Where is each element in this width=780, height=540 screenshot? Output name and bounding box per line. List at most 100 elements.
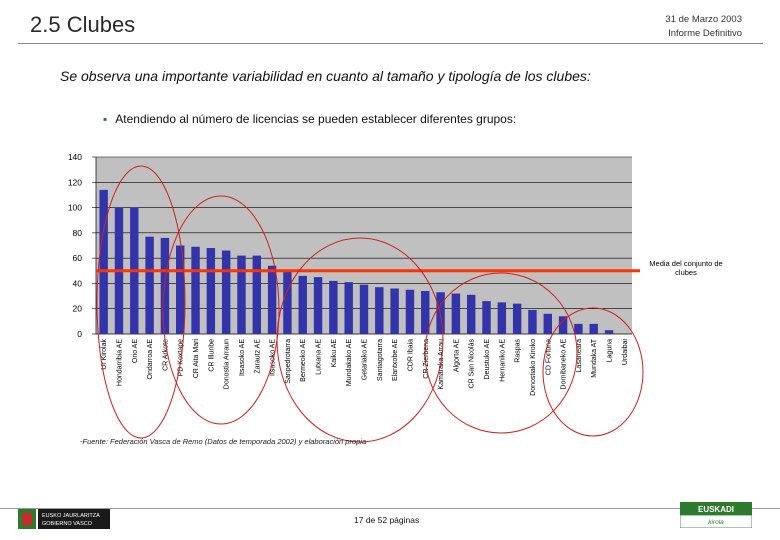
x-tick-label: Bermeoko AE	[300, 339, 307, 382]
bullet-text: Atendiendo al número de licencias se pue…	[115, 112, 517, 126]
x-tick-label: CDR Ibaia	[407, 339, 414, 371]
header-date: 31 de Marzo 2003	[665, 14, 742, 25]
x-tick-label: Getariako AE	[362, 339, 369, 381]
y-tick-label: 60	[73, 253, 83, 263]
bar	[466, 294, 476, 334]
x-tick-label: CR Arkote	[162, 339, 169, 371]
x-tick-label: Raspas	[515, 339, 522, 363]
header-date-block: 31 de Marzo 2003 Informe Definitivo	[665, 13, 742, 41]
bar	[359, 284, 369, 334]
bar	[237, 255, 246, 334]
x-tick-label: Orio AE	[132, 339, 139, 363]
x-tick-label: CD Fortuna	[545, 339, 552, 375]
bar	[375, 287, 384, 334]
y-tick-label: 80	[73, 228, 83, 238]
bar	[482, 301, 491, 334]
bullet-icon: ▪	[103, 112, 108, 126]
group-ellipse	[96, 165, 186, 439]
x-tick-label: Kaiku AE	[331, 339, 338, 368]
bar	[604, 330, 614, 334]
x-tick-label: Mundakako AE	[346, 339, 353, 386]
x-tick-label: Deustuko AE	[484, 339, 491, 380]
x-tick-label: Hondarribia AE	[116, 339, 123, 386]
x-tick-label: Mundaka AT	[591, 338, 598, 378]
logo-euskadi-text: EUSKADI	[698, 505, 734, 514]
x-tick-label: Kamaraka Arrau	[438, 339, 445, 390]
bar	[405, 289, 415, 334]
group-ellipse	[162, 195, 280, 425]
x-tick-label: Lasarteara	[576, 339, 583, 373]
x-tick-label: Itsasoko AE	[239, 339, 246, 376]
x-tick-label: Hernaniko AE	[499, 339, 506, 382]
bar	[329, 280, 338, 334]
bar	[267, 265, 277, 334]
x-tick-label: Elantxobe AE	[392, 339, 399, 381]
bar	[145, 236, 154, 334]
slide-subtitle: Se observa una importante variabilidad e…	[60, 68, 591, 84]
footer-divider	[0, 508, 780, 509]
y-tick-label: 20	[73, 304, 83, 314]
bar	[283, 272, 292, 334]
x-tick-label: Algorta AE	[453, 339, 460, 372]
bar	[206, 248, 216, 334]
x-tick-label: Ondarroa AE	[147, 339, 154, 380]
bullet-point: ▪ Atendiendo al número de licencias se pu…	[103, 112, 516, 126]
header-report-status: Informe Definitivo	[668, 28, 742, 39]
x-tick-label: Laguna	[607, 339, 614, 362]
bar	[512, 303, 522, 334]
page-number: 17 de 52 páginas	[354, 515, 420, 525]
mean-line-label: Media del conjunto de	[649, 259, 722, 268]
x-tick-label: Donostiako Kiroko	[530, 339, 537, 396]
bar	[421, 291, 430, 334]
bar	[543, 313, 552, 334]
bar	[99, 189, 108, 334]
bar	[589, 323, 598, 334]
x-tick-label: Itsasoko AE	[270, 339, 277, 376]
x-tick-label: Dornibaneko AE	[561, 339, 568, 390]
x-tick-label: CR San Nicolás	[469, 339, 476, 389]
x-tick-label: Zarautz AE	[254, 339, 261, 374]
x-tick-label: Donostia Arraun	[224, 339, 231, 389]
page-title: 2.5 Clubes	[30, 12, 136, 37]
gobierno-vasco-logo: EUSKO JAURLARITZA GOBIERNO VASCO	[18, 509, 110, 529]
logo-kirola-text: kirola	[708, 519, 724, 526]
header-divider	[18, 43, 763, 44]
logo-text-line2: GOBIERNO VASCO	[42, 521, 93, 527]
source-text: Fuente: Federación Vasca de Remo (Datos …	[82, 437, 367, 446]
x-tick-label: Santiagotarra	[377, 339, 384, 381]
mean-line-label: clubes	[675, 268, 697, 277]
group-ellipse	[542, 307, 644, 437]
x-tick-label: CR Illunbe	[208, 339, 215, 372]
bar	[221, 250, 231, 334]
bar	[344, 282, 353, 334]
y-tick-label: 40	[73, 278, 83, 288]
bar	[390, 288, 399, 334]
bar	[574, 323, 583, 334]
bar	[252, 255, 262, 334]
bar	[313, 277, 323, 334]
x-tick-label: Sanpedrotarra	[285, 339, 292, 384]
y-tick-label: 100	[68, 203, 82, 213]
x-tick-label: Ur Kirolak	[101, 339, 108, 370]
y-tick-label: 0	[77, 329, 82, 339]
bar	[160, 237, 170, 334]
source-note: -Fuente: Federación Vasca de Remo (Datos…	[80, 437, 367, 446]
y-tick-label: 120	[68, 177, 82, 187]
group-ellipse	[276, 237, 444, 443]
bar	[191, 246, 200, 334]
x-tick-label: Lutxana AE	[316, 339, 323, 375]
bar	[528, 309, 537, 334]
x-tick-label: CR Zierbena	[423, 339, 430, 379]
y-tick-label: 140	[68, 152, 82, 162]
logo-text-line1: EUSKO JAURLARITZA	[42, 513, 100, 519]
bar	[451, 293, 461, 334]
group-ellipse	[424, 272, 578, 434]
x-tick-label: Urdaibai	[622, 339, 629, 366]
bar	[497, 302, 507, 334]
bar	[298, 275, 307, 334]
bar	[558, 316, 568, 334]
x-tick-label: CR Aita Mari	[193, 339, 200, 379]
bar	[176, 245, 185, 334]
euskadi-kirola-logo: EUSKADI kirola	[680, 502, 752, 528]
